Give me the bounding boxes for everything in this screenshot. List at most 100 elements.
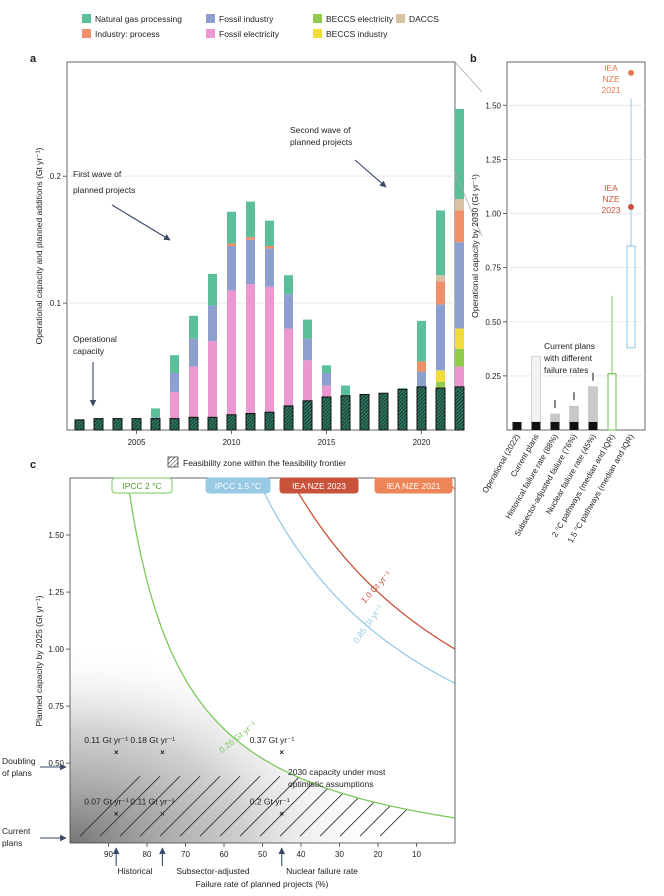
frontier-curve bbox=[289, 478, 455, 650]
panel-c-xtick-label: 60 bbox=[220, 850, 229, 859]
current-line1: Current bbox=[2, 826, 31, 836]
bar-segment bbox=[208, 341, 217, 430]
panel-b-categories: Operational (2022)Current plansHistorica… bbox=[481, 432, 636, 544]
first-wave-line2: planned projects bbox=[73, 185, 135, 195]
panel-a-label: a bbox=[30, 53, 37, 65]
doubling-line1: Doubling bbox=[2, 756, 36, 766]
bar-segment bbox=[322, 365, 331, 373]
panel-a-xtick-label: 2010 bbox=[223, 438, 241, 447]
optimistic-note-line2: optimistic assumptions bbox=[288, 779, 374, 789]
bar-segment bbox=[246, 284, 255, 430]
panel-c-ytick-label: 0.75 bbox=[48, 702, 64, 711]
scenario-point-label: 0.07 Gt yr⁻¹ bbox=[84, 796, 129, 806]
scenario-point: × bbox=[114, 748, 119, 757]
panel-a-xtick-label: 2015 bbox=[318, 438, 336, 447]
operational-bar bbox=[283, 405, 294, 431]
hatch-line bbox=[139, 775, 201, 837]
operational-bar bbox=[340, 395, 351, 431]
current-plans-note-1: Current plans bbox=[544, 341, 595, 351]
hatch-line bbox=[119, 775, 181, 837]
curve-badge-label: IEA NZE 2021 bbox=[387, 481, 441, 491]
bar-segment bbox=[455, 108, 464, 200]
operational-bar bbox=[588, 421, 598, 430]
panel-b-label: b bbox=[470, 53, 477, 65]
curve-badge bbox=[374, 477, 453, 494]
panel-c-xtick-label: 80 bbox=[143, 850, 152, 859]
scenario-point: × bbox=[279, 748, 284, 757]
legend-swatch-4 bbox=[313, 14, 322, 23]
first-wave-arrow bbox=[111, 204, 171, 241]
operational-bar bbox=[188, 416, 199, 431]
scenario-point: × bbox=[160, 809, 165, 818]
bar-segment bbox=[151, 408, 160, 418]
panel-b-ytick-label: 1.00 bbox=[485, 210, 501, 219]
legend-label-0: Natural gas processing bbox=[95, 14, 182, 24]
curve-badge-label: IPCC 2 °C bbox=[122, 481, 161, 491]
curve-badge bbox=[111, 477, 173, 494]
bar-segment bbox=[265, 248, 274, 287]
iea-point bbox=[628, 69, 634, 76]
second-wave-arrow bbox=[354, 159, 387, 188]
operational-bar bbox=[112, 418, 123, 431]
hatch-line bbox=[239, 775, 301, 837]
operational-bar bbox=[454, 386, 465, 431]
bar-segment bbox=[227, 290, 236, 430]
panel-b-ytick-label: 0.25 bbox=[485, 372, 501, 381]
hatch-line bbox=[179, 775, 241, 837]
bar-segment bbox=[189, 338, 198, 367]
iea-point-label: NZE bbox=[603, 194, 620, 204]
hatch-line bbox=[159, 775, 221, 837]
bar-segment bbox=[227, 243, 236, 246]
operational-bar bbox=[512, 421, 522, 430]
operational-bar bbox=[359, 393, 370, 431]
legend-label-3: Fossil electricity bbox=[219, 29, 280, 39]
pathway-iqr-box bbox=[607, 373, 617, 431]
second-wave-line1: Second wave of bbox=[290, 125, 351, 135]
optimistic-note-line1: 2030 capacity under most bbox=[288, 767, 386, 777]
panel-b-ytick-label: 0.50 bbox=[485, 318, 501, 327]
curve-badge bbox=[279, 477, 359, 494]
scenario-point: × bbox=[160, 748, 165, 757]
bar-segment bbox=[284, 294, 293, 329]
bar-segment bbox=[170, 355, 179, 373]
panel-c-curve-badges: IPCC 2 °C IPCC 1.5 °C IEA NZE 2023 IEA NZE … bbox=[111, 477, 453, 494]
panel-a-chart: 0.1 0.2 2005 2010 2015 2020 Operational capac… bbox=[34, 61, 465, 447]
panel-b-ytick-label: 0.75 bbox=[485, 264, 501, 273]
scenario-point-label: 0.11 Gt yr⁻¹ bbox=[130, 796, 174, 806]
hatch-line bbox=[219, 775, 281, 837]
iea-point-label: NZE bbox=[603, 74, 620, 84]
legend-label-6: DACCS bbox=[409, 14, 439, 24]
current-line2: plans bbox=[2, 838, 22, 848]
bar-segment bbox=[322, 372, 331, 386]
operational-bar bbox=[169, 418, 180, 431]
current-plans-note-2: with different bbox=[543, 353, 593, 363]
legend: Natural gas processing Industry: process F… bbox=[82, 14, 439, 39]
operational-bar bbox=[131, 418, 142, 431]
nuclear-label: Nuclear failure rate bbox=[286, 866, 358, 876]
plan-bar bbox=[588, 386, 598, 423]
operational-bar bbox=[531, 421, 541, 430]
operational-bar bbox=[226, 414, 237, 431]
panel-c-label: c bbox=[30, 459, 36, 471]
operational-bar bbox=[397, 388, 408, 431]
panel-c-points: × 0.11 Gt yr⁻¹ × 0.18 Gt yr⁻¹ × 0.07 Gt yr⁻¹ ×… bbox=[84, 735, 295, 866]
operational-bar bbox=[264, 411, 275, 431]
operational-bar bbox=[321, 396, 332, 431]
scenario-point: × bbox=[114, 809, 119, 818]
legend-swatch-2 bbox=[206, 14, 215, 23]
bar-segment bbox=[436, 275, 445, 282]
bar-segment bbox=[227, 211, 236, 244]
panel-a-gridlines bbox=[67, 175, 455, 304]
panel-b-ylabel: Operational capacity by 2030 (Gt yr⁻¹) bbox=[470, 174, 480, 318]
panel-a-xtick-label: 2020 bbox=[413, 438, 431, 447]
bar-segment bbox=[170, 372, 179, 392]
panel-b-gridlines bbox=[507, 104, 645, 377]
panel-c-xlabel: Failure rate of planned projects (%) bbox=[196, 879, 329, 889]
hatch-line bbox=[259, 775, 321, 837]
panel-c-xtick-label: 40 bbox=[297, 850, 306, 859]
iea-point-label: 2023 bbox=[602, 205, 621, 215]
connector-top bbox=[454, 61, 483, 93]
current-plans-note-3: failure rates bbox=[544, 365, 588, 375]
operational-bar bbox=[74, 419, 85, 431]
